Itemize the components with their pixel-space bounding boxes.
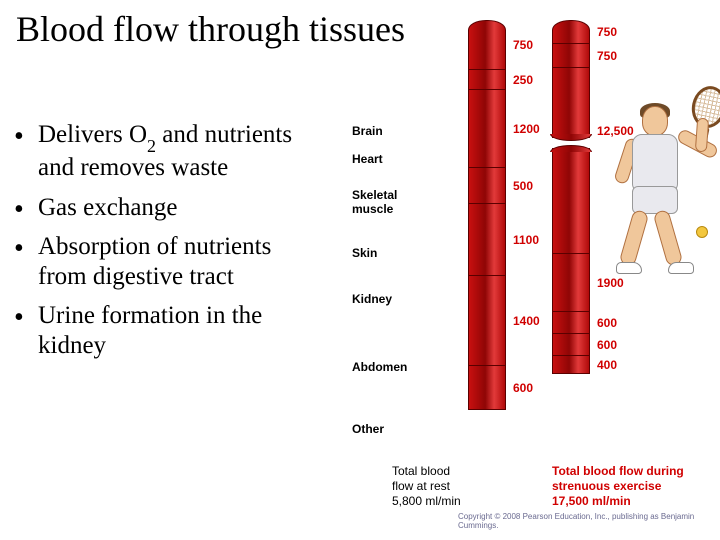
bar-value: 750: [513, 38, 533, 52]
break-mark: [551, 138, 591, 148]
copyright-credit: Copyright © 2008 Pearson Education, Inc.…: [458, 512, 710, 530]
bar-segment: 400: [552, 356, 590, 374]
bullet-text-pre: Delivers O: [38, 121, 147, 148]
tissue-label: Kidney: [352, 292, 392, 306]
bar-value: 750: [597, 25, 617, 39]
bar-segment: 1100: [468, 204, 506, 276]
bar-segment: 1900: [552, 254, 590, 312]
bar-segment: 1400: [468, 276, 506, 366]
bar-rest: 750250120050011001400600: [468, 20, 506, 455]
bar-segment: 1200: [468, 90, 506, 168]
bullet-item: Delivers O2 and nutrients and removes wa…: [14, 120, 314, 183]
bar-value: 1200: [513, 122, 540, 136]
tissue-label: Heart: [352, 152, 383, 166]
bar-value: 600: [513, 381, 533, 395]
bar-exercise: 75075012,5001900600600400: [552, 20, 590, 455]
bullet-list: Delivers O2 and nutrients and removes wa…: [14, 120, 314, 370]
bar-value: 250: [513, 73, 533, 87]
bar-value: 750: [597, 49, 617, 63]
bar-value: 1400: [513, 314, 540, 328]
caption-rest: Total bloodflow at rest5,800 ml/min: [392, 464, 461, 509]
bar-segment: 600: [552, 312, 590, 334]
bar-segment: 250: [468, 70, 506, 90]
bar-value: 1100: [513, 233, 539, 247]
caption-exercise: Total blood flow duringstrenuous exercis…: [552, 464, 684, 509]
tennis-player-illustration: [602, 104, 712, 304]
tissue-label: Other: [352, 422, 384, 436]
bar-segment: 600: [468, 366, 506, 410]
bar-value: 600: [597, 316, 617, 330]
tissue-label: Skeletalmuscle: [352, 188, 397, 216]
bar-segment: 750: [552, 44, 590, 68]
bar-segment: 500: [468, 168, 506, 204]
figure: Brain Heart Skeletalmuscle Skin Kidney A…: [330, 12, 710, 512]
bar-value: 500: [513, 179, 533, 193]
bullet-item: Gas exchange: [14, 193, 314, 223]
tennis-ball-icon: [696, 226, 708, 238]
bar-segment: 600: [552, 334, 590, 356]
subscript: 2: [147, 136, 156, 156]
bullet-item: Absorption of nutrients from digestive t…: [14, 232, 314, 291]
bar-segment: 750: [468, 20, 506, 70]
bar-segment: 750: [552, 20, 590, 44]
bar-value: 400: [597, 358, 617, 372]
bullet-item: Urine formation in the kidney: [14, 301, 314, 360]
tissue-label: Abdomen: [352, 360, 407, 374]
bar-value: 600: [597, 338, 617, 352]
bar-segment: 12,500: [552, 68, 590, 254]
tissue-label: Brain: [352, 124, 383, 138]
tissue-label: Skin: [352, 246, 377, 260]
